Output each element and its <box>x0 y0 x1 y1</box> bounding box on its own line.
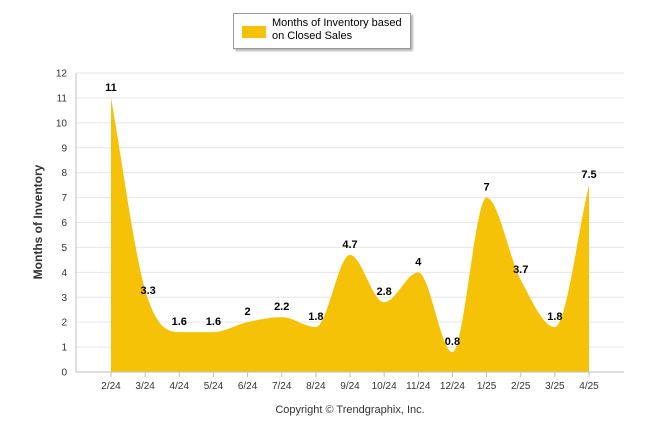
x-tick-label: 8/24 <box>306 381 326 392</box>
x-tick-label: 2/24 <box>101 381 121 392</box>
x-tick-label: 6/24 <box>238 381 258 392</box>
data-label: 1.6 <box>206 316 221 328</box>
x-tick-label: 2/25 <box>511 381 531 392</box>
data-label: 2.2 <box>274 301 289 313</box>
x-tick-labels: 2/24 3/24 4/24 5/24 6/24 7/24 8/24 9/24 10/24 11/… <box>101 372 599 392</box>
y-tick-label: 8 <box>61 168 67 179</box>
data-label: 2 <box>245 306 251 318</box>
x-tick-label: 5/24 <box>204 381 224 392</box>
x-tick-label: 3/25 <box>545 381 565 392</box>
y-tick-label: 12 <box>56 69 68 80</box>
data-label: 1.6 <box>172 316 187 328</box>
x-tick-label: 10/24 <box>372 381 397 392</box>
legend: Months of Inventory based on Closed Sale… <box>233 13 411 49</box>
legend-label: Months of Inventory based on Closed Sale… <box>272 17 410 43</box>
x-tick-label: 12/24 <box>440 381 465 392</box>
data-label: 2.8 <box>376 286 391 298</box>
legend-label-line1: Months of Inventory based <box>272 17 402 29</box>
y-tick-label: 3 <box>61 293 67 304</box>
x-tick-label: 4/24 <box>170 381 190 392</box>
data-label: 1.8 <box>547 311 562 323</box>
x-tick-label: 9/24 <box>340 381 360 392</box>
data-label: 7 <box>484 182 490 194</box>
y-tick-label: 2 <box>61 318 67 329</box>
copyright-text: Copyright © Trendgraphix, Inc. <box>275 404 424 416</box>
area-series <box>111 97 589 373</box>
y-axis-label: Months of Inventory <box>31 164 45 279</box>
x-tick-label: 11/24 <box>406 381 431 392</box>
y-tick-label: 4 <box>61 268 67 279</box>
data-labels: 11 3.3 1.6 1.6 2 2.2 1.8 4.7 2.8 4 0.8 7 3.7 1.8 7.5 <box>105 82 596 348</box>
y-tick-label: 1 <box>61 343 67 354</box>
data-label: 4 <box>415 256 422 268</box>
x-tick-label: 7/24 <box>272 381 292 392</box>
y-tick-label: 11 <box>57 93 68 104</box>
y-tick-label: 5 <box>61 243 67 254</box>
data-label: 3.7 <box>513 264 528 276</box>
x-tick-label: 1/25 <box>477 381 497 392</box>
legend-swatch <box>242 26 266 38</box>
data-label: 4.7 <box>342 239 357 251</box>
y-tick-label: 7 <box>61 193 67 204</box>
data-label: 1.8 <box>308 311 323 323</box>
y-tick-label: 6 <box>61 218 67 229</box>
data-label: 0.8 <box>445 336 460 348</box>
y-tick-label: 10 <box>56 118 68 129</box>
x-tick-label: 3/24 <box>135 381 155 392</box>
y-tick-label: 0 <box>61 368 67 379</box>
legend-label-line2: on Closed Sales <box>272 30 353 42</box>
data-label: 11 <box>105 82 117 94</box>
data-label: 7.5 <box>581 169 596 181</box>
data-label: 3.3 <box>140 285 155 297</box>
y-tick-label: 9 <box>61 143 67 154</box>
x-tick-label: 4/25 <box>579 381 599 392</box>
